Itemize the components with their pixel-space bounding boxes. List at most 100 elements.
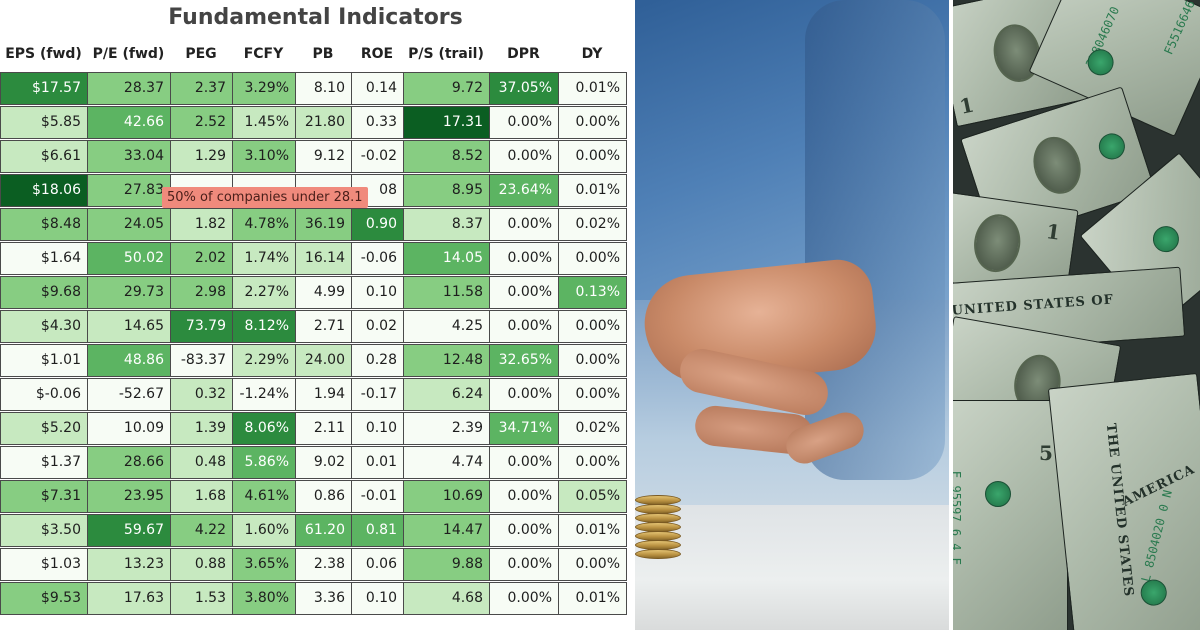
dollar-bills-photo: 1 3L8046070 F5516646 1 UNITED STATES OF … <box>953 0 1200 630</box>
table-cell: 0.88 <box>170 548 233 581</box>
table-cell: $5.20 <box>0 412 88 445</box>
table-cell: 1.53 <box>170 582 233 615</box>
table-cell: 1.82 <box>170 208 233 241</box>
table-cell: 0.00% <box>489 378 559 411</box>
table-cell: 0.00% <box>558 446 627 479</box>
table-cell: 61.20 <box>295 514 352 547</box>
table-cell: 0.00% <box>489 106 559 139</box>
table-cell: 0.33 <box>351 106 404 139</box>
coin-stack <box>635 495 681 565</box>
table-cell: 0.48 <box>170 446 233 479</box>
table-cell: $7.31 <box>0 480 88 513</box>
table-cell: 0.00% <box>489 276 559 309</box>
denomination-digit: 1 <box>957 92 977 119</box>
treasury-seal <box>1139 578 1169 607</box>
hand-coins-photo <box>635 0 949 630</box>
table-cell: 33.04 <box>87 140 171 173</box>
table-title: Fundamental Indicators <box>168 5 463 30</box>
table-cell: 4.99 <box>295 276 352 309</box>
table-cell: 59.67 <box>87 514 171 547</box>
table-cell: 0.00% <box>489 480 559 513</box>
table-cell: 29.73 <box>87 276 171 309</box>
table-cell: 4.78% <box>232 208 296 241</box>
table-cell: 23.95 <box>87 480 171 513</box>
table-cell: 28.37 <box>87 72 171 105</box>
table-cell: 0.05% <box>558 480 627 513</box>
table-cell: 10.09 <box>87 412 171 445</box>
table-cell: 4.25 <box>403 310 490 343</box>
table-cell: 17.31 <box>403 106 490 139</box>
table-cell: 32.65% <box>489 344 559 377</box>
table-cell: 8.37 <box>403 208 490 241</box>
table-cell: 1.60% <box>232 514 296 547</box>
table-cell: 2.02 <box>170 242 233 275</box>
table-cell: 0.00% <box>489 446 559 479</box>
column-header: DY <box>581 46 603 62</box>
table-cell: $1.64 <box>0 242 88 275</box>
table-cell: 8.95 <box>403 174 490 207</box>
table-cell: 4.61% <box>232 480 296 513</box>
table-cell: 1.74% <box>232 242 296 275</box>
table-cell: -0.17 <box>351 378 404 411</box>
table-cell: 0.00% <box>558 548 627 581</box>
table-cell: 0.01% <box>558 514 627 547</box>
coin <box>635 549 681 559</box>
table-cell: 10.69 <box>403 480 490 513</box>
table-cell: $17.57 <box>0 72 88 105</box>
table-cell: $18.06 <box>0 174 88 207</box>
table-cell: 1.68 <box>170 480 233 513</box>
table-cell: 48.86 <box>87 344 171 377</box>
table-cell: -0.02 <box>351 140 404 173</box>
table-cell: 1.39 <box>170 412 233 445</box>
table-cell: 0.00% <box>558 310 627 343</box>
table-cell: 9.88 <box>403 548 490 581</box>
table-cell: 0.00% <box>558 378 627 411</box>
table-cell: -0.06 <box>351 242 404 275</box>
table-cell: 0.01% <box>558 582 627 615</box>
table-cell: 73.79 <box>170 310 233 343</box>
table-cell: $5.85 <box>0 106 88 139</box>
table-cell: 21.80 <box>295 106 352 139</box>
table-cell: 0.00% <box>489 208 559 241</box>
table-cell: 2.37 <box>170 72 233 105</box>
table-cell: 12.48 <box>403 344 490 377</box>
table-cell: 0.14 <box>351 72 404 105</box>
table-cell: 3.10% <box>232 140 296 173</box>
table-cell: 24.05 <box>87 208 171 241</box>
table-cell: 0.00% <box>489 582 559 615</box>
table-cell: 0.02% <box>558 208 627 241</box>
table-cell: 0.00% <box>558 242 627 275</box>
table-cell: 5.86% <box>232 446 296 479</box>
table-cell: $8.48 <box>0 208 88 241</box>
table-cell: 8.06% <box>232 412 296 445</box>
table-cell: 0.00% <box>558 140 627 173</box>
table-cell: 36.19 <box>295 208 352 241</box>
table-cell: 9.02 <box>295 446 352 479</box>
table-cell: 2.52 <box>170 106 233 139</box>
table-cell: 0.10 <box>351 412 404 445</box>
treasury-seal <box>1095 130 1129 163</box>
column-header: PB <box>312 46 334 62</box>
table-cell: $3.50 <box>0 514 88 547</box>
table-cell: 0.00% <box>558 344 627 377</box>
table-cell: 4.68 <box>403 582 490 615</box>
table-cell: $6.61 <box>0 140 88 173</box>
table-cell: 0.32 <box>170 378 233 411</box>
table-cell: 14.47 <box>403 514 490 547</box>
table-cell: 16.14 <box>295 242 352 275</box>
fundamental-indicators-panel: Fundamental Indicators EPS (fwd) P/E (fwd… <box>0 5 627 615</box>
table-cell: -1.24% <box>232 378 296 411</box>
table-cell: 0.00% <box>489 548 559 581</box>
table-cell: 0.10 <box>351 582 404 615</box>
table-cell: 11.58 <box>403 276 490 309</box>
table-cell: 3.29% <box>232 72 296 105</box>
table-cell: -83.37 <box>170 344 233 377</box>
table-cell: 6.24 <box>403 378 490 411</box>
column-header: FCFY <box>243 46 284 62</box>
table-cell: 8.52 <box>403 140 490 173</box>
dollar-bill: THE UNITED STATES AMERICA L 8504020 0 N <box>1047 372 1200 630</box>
table-cell: $1.37 <box>0 446 88 479</box>
column-header: P/S (trail) <box>408 46 484 62</box>
table-cell: $4.30 <box>0 310 88 343</box>
serial-number: L 8504020 0 N <box>1138 488 1175 584</box>
